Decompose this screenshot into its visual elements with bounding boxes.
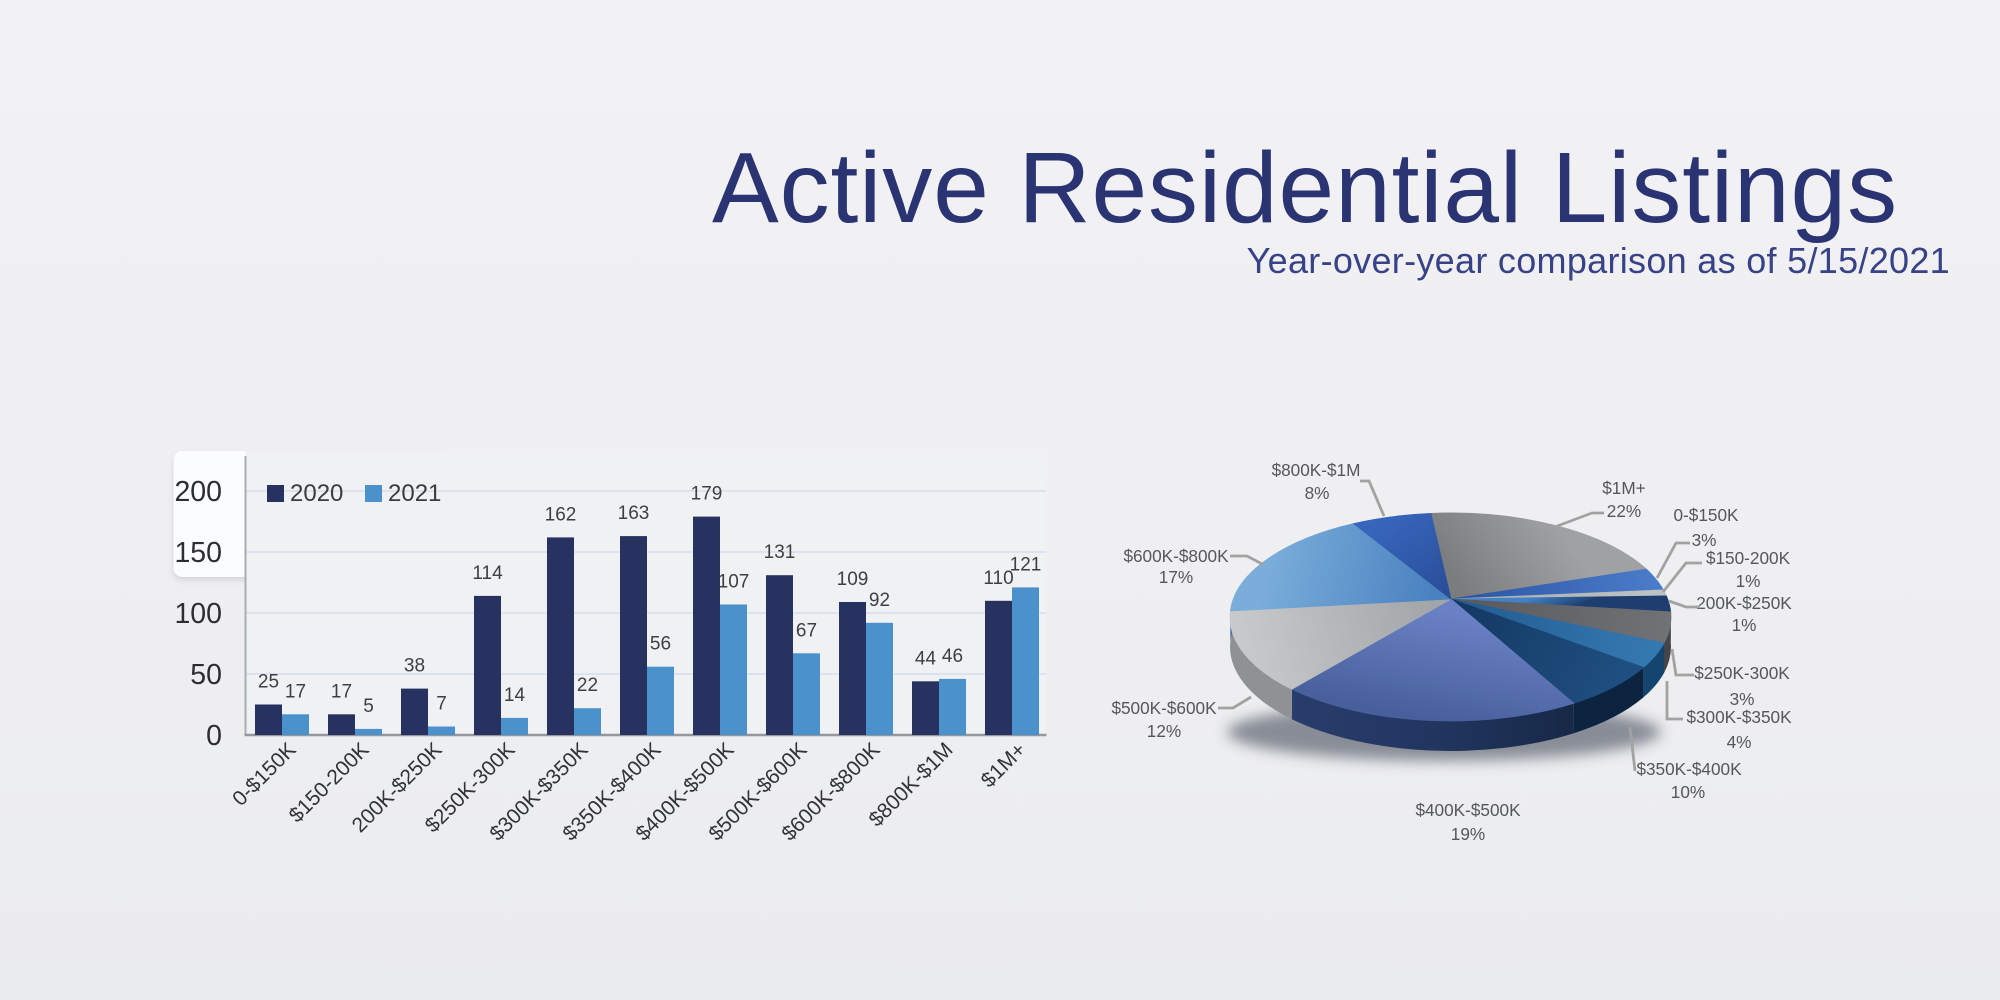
svg-text:$500K-$600K: $500K-$600K xyxy=(1111,698,1217,718)
svg-text:7: 7 xyxy=(436,694,447,715)
svg-text:12%: 12% xyxy=(1147,721,1181,741)
svg-text:0-$150K: 0-$150K xyxy=(228,738,300,810)
svg-text:19%: 19% xyxy=(1451,824,1485,844)
svg-text:Year-over-year comparison as o: Year-over-year comparison as of 5/15/202… xyxy=(1247,240,1950,281)
svg-text:150: 150 xyxy=(174,537,222,569)
svg-text:17: 17 xyxy=(331,681,352,702)
svg-text:67: 67 xyxy=(796,620,817,641)
svg-text:4%: 4% xyxy=(1727,732,1752,752)
svg-text:163: 163 xyxy=(618,503,650,524)
svg-text:$350K-$400K: $350K-$400K xyxy=(1636,759,1742,779)
svg-text:3%: 3% xyxy=(1730,689,1755,709)
svg-text:2020: 2020 xyxy=(290,480,343,507)
svg-text:107: 107 xyxy=(718,572,750,593)
svg-text:200: 200 xyxy=(174,476,222,508)
svg-text:162: 162 xyxy=(545,504,577,525)
svg-text:0: 0 xyxy=(206,720,222,752)
svg-text:3%: 3% xyxy=(1692,530,1717,550)
svg-text:10%: 10% xyxy=(1671,782,1705,802)
svg-text:5: 5 xyxy=(363,696,374,717)
svg-text:100: 100 xyxy=(174,598,222,630)
svg-text:38: 38 xyxy=(404,656,425,677)
svg-text:8%: 8% xyxy=(1305,483,1330,503)
svg-text:121: 121 xyxy=(1010,554,1042,575)
svg-text:179: 179 xyxy=(691,484,723,505)
svg-text:$400K-$500K: $400K-$500K xyxy=(1415,800,1521,820)
svg-text:$150-200K: $150-200K xyxy=(1706,548,1791,568)
svg-text:$300K-$350K: $300K-$350K xyxy=(1686,707,1792,727)
svg-text:109: 109 xyxy=(837,569,869,590)
svg-text:$1M+: $1M+ xyxy=(977,738,1031,792)
svg-text:14: 14 xyxy=(504,685,526,706)
svg-text:$1M+: $1M+ xyxy=(1602,478,1645,498)
svg-text:1%: 1% xyxy=(1736,571,1761,591)
svg-text:56: 56 xyxy=(650,634,671,655)
svg-text:110: 110 xyxy=(983,568,1013,589)
svg-text:44: 44 xyxy=(915,648,937,669)
svg-text:92: 92 xyxy=(869,590,890,611)
svg-text:22%: 22% xyxy=(1607,501,1641,521)
svg-text:114: 114 xyxy=(472,563,503,584)
svg-text:25: 25 xyxy=(258,672,279,693)
svg-text:46: 46 xyxy=(942,646,963,667)
svg-text:22: 22 xyxy=(577,675,598,696)
svg-text:1%: 1% xyxy=(1732,615,1757,635)
svg-text:200K-$250K: 200K-$250K xyxy=(1696,593,1792,613)
svg-text:50: 50 xyxy=(190,659,222,691)
svg-text:17: 17 xyxy=(285,681,306,702)
svg-text:0-$150K: 0-$150K xyxy=(1674,505,1740,525)
svg-text:$800K-$1M: $800K-$1M xyxy=(1272,460,1361,480)
svg-text:131: 131 xyxy=(764,542,796,563)
svg-text:$250K-300K: $250K-300K xyxy=(1694,663,1790,683)
svg-text:$600K-$800K: $600K-$800K xyxy=(1123,546,1229,566)
svg-text:17%: 17% xyxy=(1159,567,1193,587)
svg-text:Active Residential Listings: Active Residential Listings xyxy=(712,132,1898,244)
svg-text:2021: 2021 xyxy=(388,480,441,507)
